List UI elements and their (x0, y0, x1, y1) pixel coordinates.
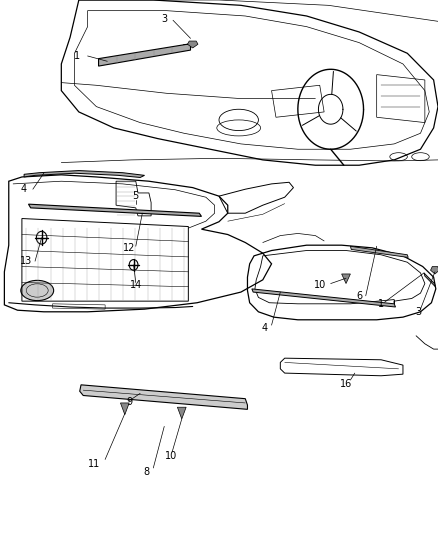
Text: 10: 10 (165, 451, 177, 461)
Text: 4: 4 (21, 184, 27, 194)
Text: 11: 11 (88, 459, 100, 469)
Text: 10: 10 (314, 280, 326, 290)
Polygon shape (350, 246, 408, 257)
Text: 16: 16 (340, 379, 352, 389)
Polygon shape (342, 274, 350, 284)
Text: 13: 13 (20, 256, 32, 266)
Text: 3: 3 (161, 14, 167, 23)
Polygon shape (99, 44, 191, 66)
Text: 8: 8 (144, 467, 150, 477)
Polygon shape (24, 171, 145, 177)
Polygon shape (120, 403, 129, 415)
Text: 6: 6 (356, 291, 362, 301)
Polygon shape (424, 273, 435, 287)
Text: 14: 14 (130, 280, 142, 290)
Polygon shape (28, 204, 201, 216)
Text: 3: 3 (415, 307, 421, 317)
Text: 5: 5 (133, 191, 139, 201)
Text: 4: 4 (262, 323, 268, 333)
Polygon shape (177, 407, 186, 419)
Polygon shape (431, 266, 438, 274)
Polygon shape (187, 41, 198, 48)
Polygon shape (80, 385, 247, 409)
Text: 1: 1 (378, 299, 384, 309)
Text: 9: 9 (126, 398, 132, 407)
Ellipse shape (21, 280, 53, 301)
Polygon shape (252, 289, 396, 307)
Text: 12: 12 (123, 243, 135, 253)
Text: 1: 1 (74, 51, 80, 61)
